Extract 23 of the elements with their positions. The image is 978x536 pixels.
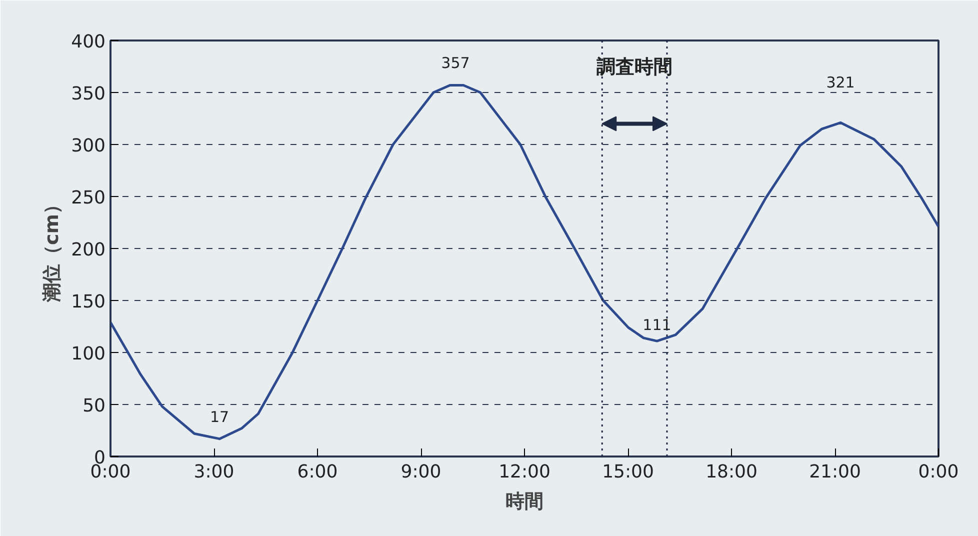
y-tick-label: 50: [82, 396, 106, 416]
y-axis-title: 潮位（cm）: [41, 194, 64, 304]
x-tick-label: 6:00: [297, 462, 338, 482]
annotation: 17: [210, 408, 230, 426]
y-tick-label: 100: [71, 344, 106, 364]
x-tick-label: 18:00: [706, 462, 758, 482]
annotation: 357: [441, 54, 470, 72]
y-tick-label: 150: [71, 292, 106, 312]
y-tick-label: 250: [71, 188, 106, 208]
x-axis-title: 時間: [506, 490, 544, 512]
x-tick-label: 9:00: [400, 462, 442, 482]
x-tick-label: 0:00: [918, 462, 959, 482]
annotation: 111: [642, 316, 672, 334]
y-tick-label: 400: [71, 32, 106, 52]
x-tick-label: 3:00: [194, 462, 234, 482]
y-tick-label: 350: [71, 84, 106, 104]
x-tick-label: 15:00: [602, 462, 654, 482]
annotation: 調査時間: [596, 56, 673, 78]
x-tick-label: 12:00: [498, 462, 550, 482]
y-tick-label: 300: [71, 136, 106, 156]
x-tick-label: 21:00: [809, 462, 861, 482]
y-tick-label: 200: [71, 240, 106, 260]
annotation: 321: [826, 74, 855, 92]
